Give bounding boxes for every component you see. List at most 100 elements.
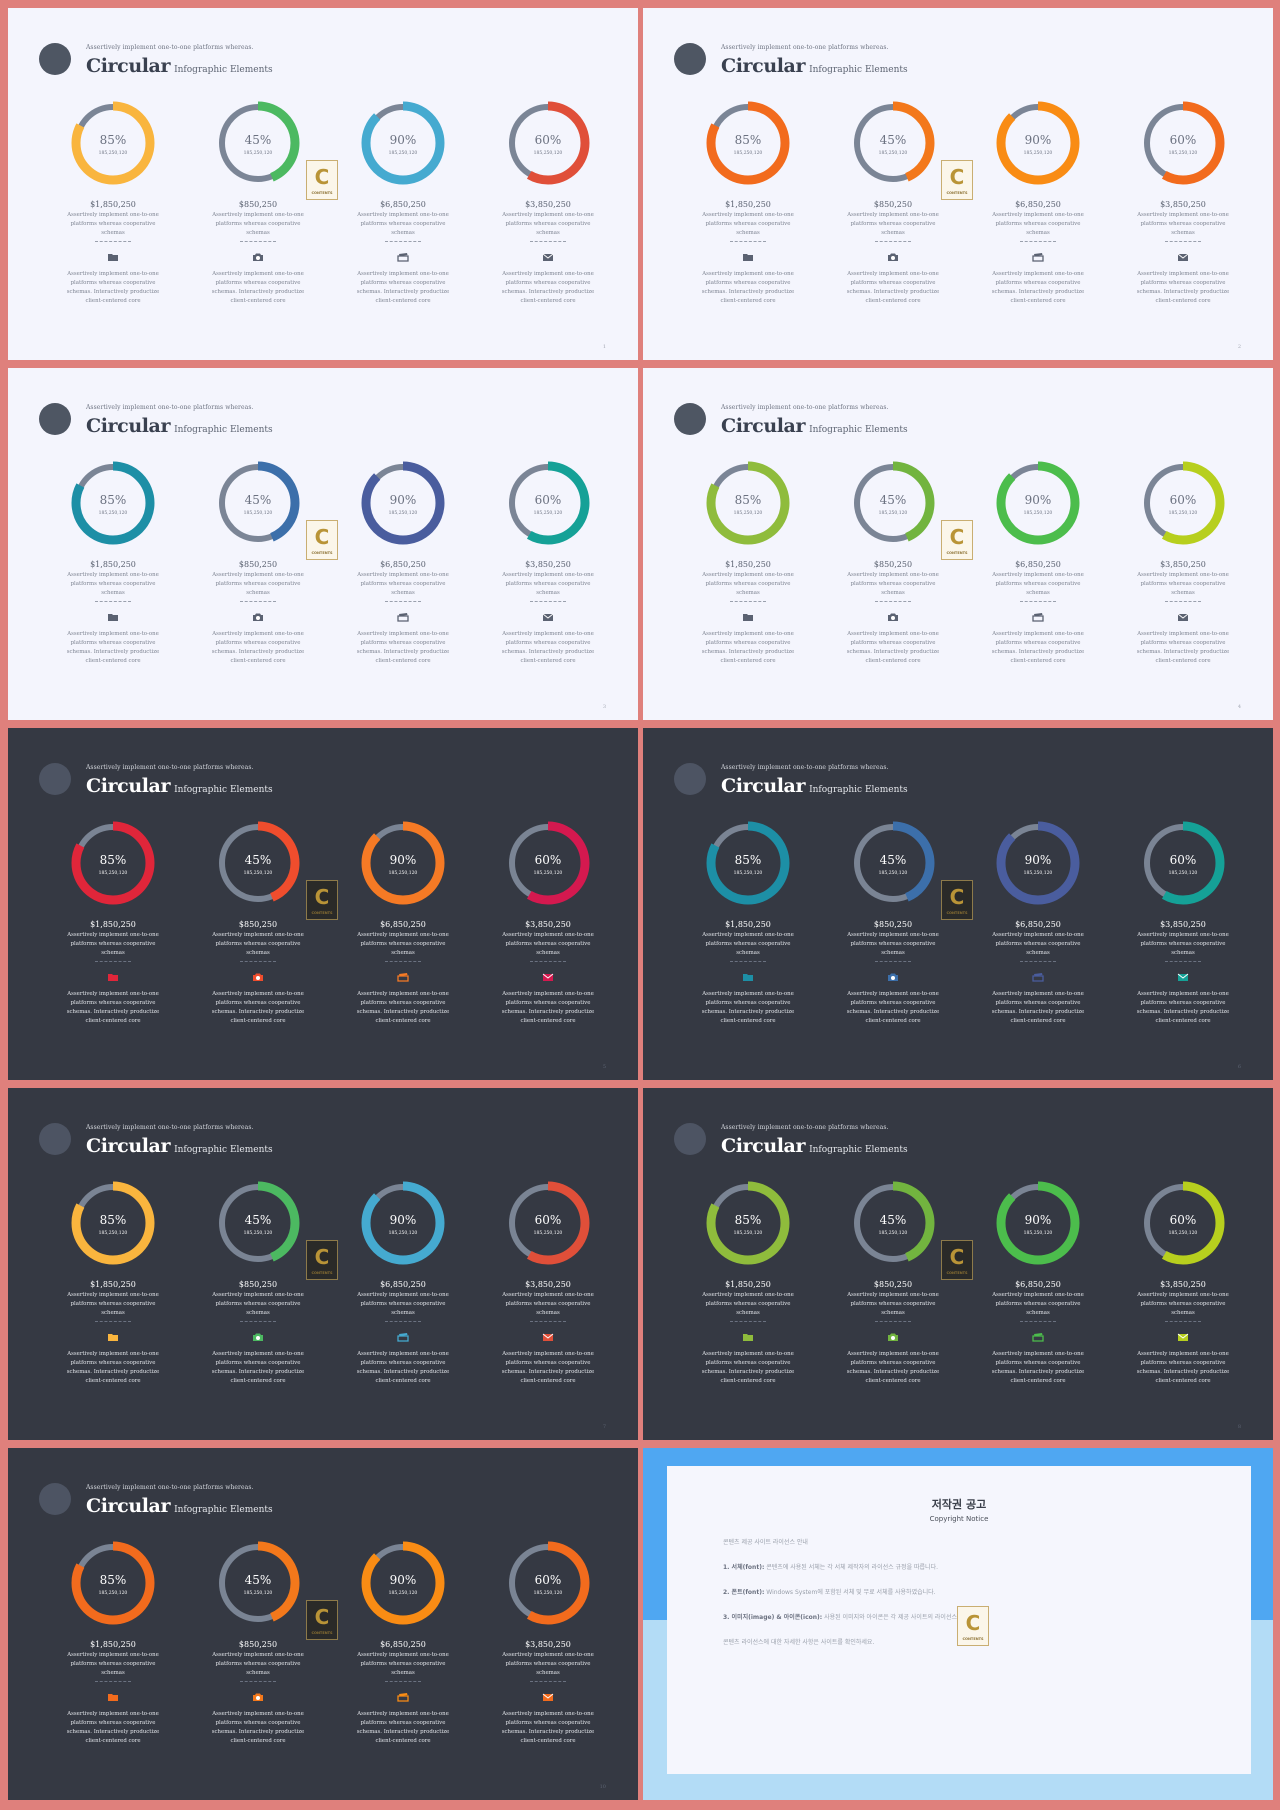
ring-percent: 90% — [390, 493, 417, 507]
slide-3[interactable]: Assertively implement one-to-one platfor… — [8, 368, 638, 720]
money-value: $850,250 — [873, 560, 913, 569]
ring-number: 185,250,120 — [734, 1230, 763, 1236]
column-detail: Assertively implement one-to-one platfor… — [356, 631, 450, 664]
ring-number: 185,250,120 — [734, 510, 763, 516]
copyright-title: 저작권 공고 — [931, 1498, 987, 1511]
column-desc: Assertively implement one-to-one platfor… — [212, 1652, 304, 1676]
copyright-slide[interactable]: 저작권 공고 Copyright Notice 콘텐츠 제공 사이트 라이선스 안내… — [643, 1448, 1273, 1800]
dash-divider — [875, 241, 911, 242]
infographic-column: 60% 185,250,120 $3,850,250 Assertively impl… — [488, 1178, 608, 1386]
column-detail: Assertively implement one-to-one platfor… — [991, 991, 1085, 1024]
ring-percent: 85% — [735, 133, 762, 147]
camera-icon — [888, 253, 898, 261]
slide-subtitle: Assertively implement one-to-one platfor… — [86, 1124, 254, 1131]
ring-percent: 90% — [1025, 133, 1052, 147]
slide-6[interactable]: Assertively implement one-to-one platfor… — [643, 728, 1273, 1080]
slide-10[interactable]: Assertively implement one-to-one platfor… — [8, 1448, 638, 1800]
dash-divider — [1165, 961, 1201, 962]
ring-percent: 45% — [880, 1213, 907, 1227]
ring-number: 185,250,120 — [534, 1590, 563, 1596]
slide-8[interactable]: Assertively implement one-to-one platfor… — [643, 1088, 1273, 1440]
title-small: Infographic Elements — [809, 425, 908, 435]
column-detail: Assertively implement one-to-one platfor… — [846, 271, 940, 304]
progress-arc — [361, 821, 445, 905]
column-detail: Assertively implement one-to-one platfor… — [846, 1351, 940, 1384]
slide-5[interactable]: Assertively implement one-to-one platfor… — [8, 728, 638, 1080]
ticket-icon — [397, 1333, 409, 1342]
ring-number: 185,250,120 — [244, 1230, 273, 1236]
title-main: Circular — [721, 1135, 806, 1157]
slide-4[interactable]: Assertively implement one-to-one platfor… — [643, 368, 1273, 720]
slide-subtitle: Assertively implement one-to-one platfor… — [721, 44, 889, 51]
slide-title: Circular Infographic Elements — [86, 775, 273, 797]
progress-arc — [506, 821, 590, 905]
infographic-column: 60% 185,250,120 $3,850,250 Assertively impl… — [488, 818, 608, 1026]
page-number: 2 — [1237, 344, 1241, 350]
dash-divider — [385, 1321, 421, 1322]
ring-percent: 45% — [245, 493, 272, 507]
slide-2[interactable]: Assertively implement one-to-one platfor… — [643, 8, 1273, 360]
slide-title: Circular Infographic Elements — [721, 775, 908, 797]
progress-ring: 60% 185,250,120 — [506, 101, 590, 185]
column-desc: Assertively implement one-to-one platfor… — [67, 1652, 159, 1676]
camera-icon — [253, 253, 263, 261]
dash-divider — [240, 1321, 276, 1322]
logo-letter: C — [949, 1245, 965, 1269]
column-detail: Assertively implement one-to-one platfor… — [66, 991, 160, 1024]
ring-number: 185,250,120 — [1169, 870, 1198, 876]
ring-number: 185,250,120 — [389, 1590, 418, 1596]
slide-subtitle: Assertively implement one-to-one platfor… — [721, 404, 889, 411]
money-value: $6,850,250 — [380, 560, 426, 569]
logo-text: CONTENTS — [311, 1271, 333, 1275]
dash-divider — [730, 1321, 766, 1322]
progress-arc — [506, 461, 590, 545]
progress-ring: 60% 185,250,120 — [1141, 461, 1225, 545]
column-detail: Assertively implement one-to-one platfor… — [66, 271, 160, 304]
ring-number: 185,250,120 — [734, 870, 763, 876]
dash-divider — [385, 961, 421, 962]
ring-number: 185,250,120 — [534, 150, 563, 156]
progress-ring: 90% 185,250,120 — [361, 461, 445, 545]
title-small: Infographic Elements — [174, 65, 273, 75]
progress-ring: 90% 185,250,120 — [996, 1181, 1080, 1265]
column-desc: Assertively implement one-to-one platfor… — [67, 1292, 159, 1316]
progress-arc — [71, 821, 155, 905]
title-small: Infographic Elements — [809, 1145, 908, 1155]
progress-arc — [216, 101, 300, 185]
progress-arc — [361, 461, 445, 545]
folder-icon — [743, 1334, 753, 1341]
slide-1[interactable]: Assertively implement one-to-one platfor… — [8, 8, 638, 360]
progress-arc — [506, 101, 590, 185]
logo-text: CONTENTS — [962, 1637, 984, 1641]
logo-letter: C — [965, 1611, 981, 1635]
column-detail: Assertively implement one-to-one platfor… — [501, 1351, 595, 1384]
envelope-icon — [1177, 253, 1189, 261]
logo-text: CONTENTS — [311, 551, 333, 555]
ring-percent: 85% — [735, 1213, 762, 1227]
money-value: $1,850,250 — [90, 560, 136, 569]
progress-ring: 60% 185,250,120 — [1141, 101, 1225, 185]
ring-percent: 60% — [1170, 853, 1197, 867]
progress-ring: 45% 185,250,120 — [216, 1181, 300, 1265]
money-value: $850,250 — [873, 200, 913, 209]
infographic-column: 90% 185,250,120 $6,850,250 Assertively impl… — [343, 98, 463, 306]
column-desc: Assertively implement one-to-one platfor… — [702, 1292, 794, 1316]
ring-percent: 45% — [245, 853, 272, 867]
progress-ring: 85% 185,250,120 — [71, 1541, 155, 1625]
column-detail: Assertively implement one-to-one platfor… — [1136, 991, 1230, 1024]
progress-ring: 60% 185,250,120 — [506, 821, 590, 905]
dash-divider — [240, 1681, 276, 1682]
progress-arc — [996, 1181, 1080, 1265]
progress-ring: 60% 185,250,120 — [506, 1181, 590, 1265]
ring-number: 185,250,120 — [879, 150, 908, 156]
column-detail: Assertively implement one-to-one platfor… — [66, 631, 160, 664]
slide-subtitle: Assertively implement one-to-one platfor… — [86, 44, 254, 51]
contents-logo: C CONTENTS — [306, 880, 338, 920]
ring-number: 185,250,120 — [99, 870, 128, 876]
slide-7[interactable]: Assertively implement one-to-one platfor… — [8, 1088, 638, 1440]
ring-percent: 85% — [100, 853, 127, 867]
ring-number: 185,250,120 — [1024, 1230, 1053, 1236]
dash-divider — [730, 241, 766, 242]
slide-title: Circular Infographic Elements — [86, 1495, 273, 1517]
money-value: $1,850,250 — [90, 920, 136, 929]
